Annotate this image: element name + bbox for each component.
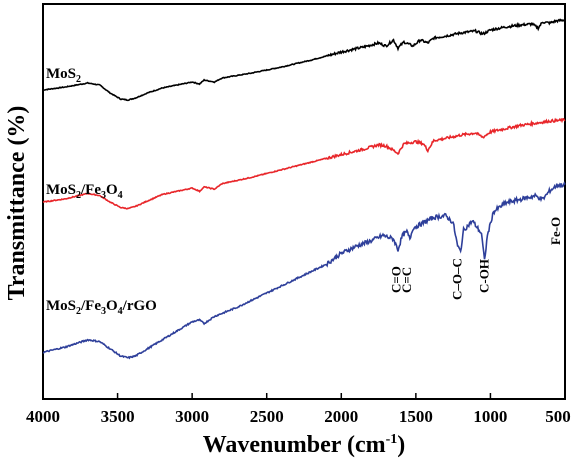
series-line-0 [42, 18, 566, 102]
peak-annotation: C=O [388, 266, 403, 293]
y-axis-title: Transmittance (%) [4, 106, 30, 301]
x-axis-title: Wavenumber (cm-1) [203, 432, 406, 458]
plot-frame [42, 3, 566, 400]
series-line-2 [42, 181, 566, 360]
x-tick-label: 2500 [250, 407, 284, 426]
x-tick-label: 500 [545, 407, 571, 426]
x-tick-label: 4000 [26, 407, 60, 426]
series-labels: MoS2 MoS2/Fe3O4 MoS2/Fe3O4/rGO [46, 66, 157, 317]
peak-annotation: C=C [399, 267, 414, 293]
x-tick-label: 2000 [324, 407, 358, 426]
series-line-1 [42, 117, 566, 210]
series-layer [42, 18, 566, 360]
x-tick-label: 3000 [175, 407, 209, 426]
x-tick-label: 1000 [473, 407, 507, 426]
series-label-0: MoS2 [46, 66, 81, 85]
x-tick-label: 1500 [399, 407, 433, 426]
x-axis-ticks: 4000 3500 3000 2500 2000 1500 1000 500 [26, 393, 571, 426]
peak-annotation: Fe-O [548, 217, 563, 245]
peak-annotations: C=OC=C C–O–C C-OH Fe-O [388, 217, 563, 300]
peak-annotation: C–O–C [450, 258, 465, 300]
series-label-1: MoS2/Fe3O4 [46, 182, 123, 201]
series-label-2: MoS2/Fe3O4/rGO [46, 298, 157, 317]
peak-annotation: C-OH [476, 259, 491, 293]
x-tick-label: 3500 [101, 407, 135, 426]
